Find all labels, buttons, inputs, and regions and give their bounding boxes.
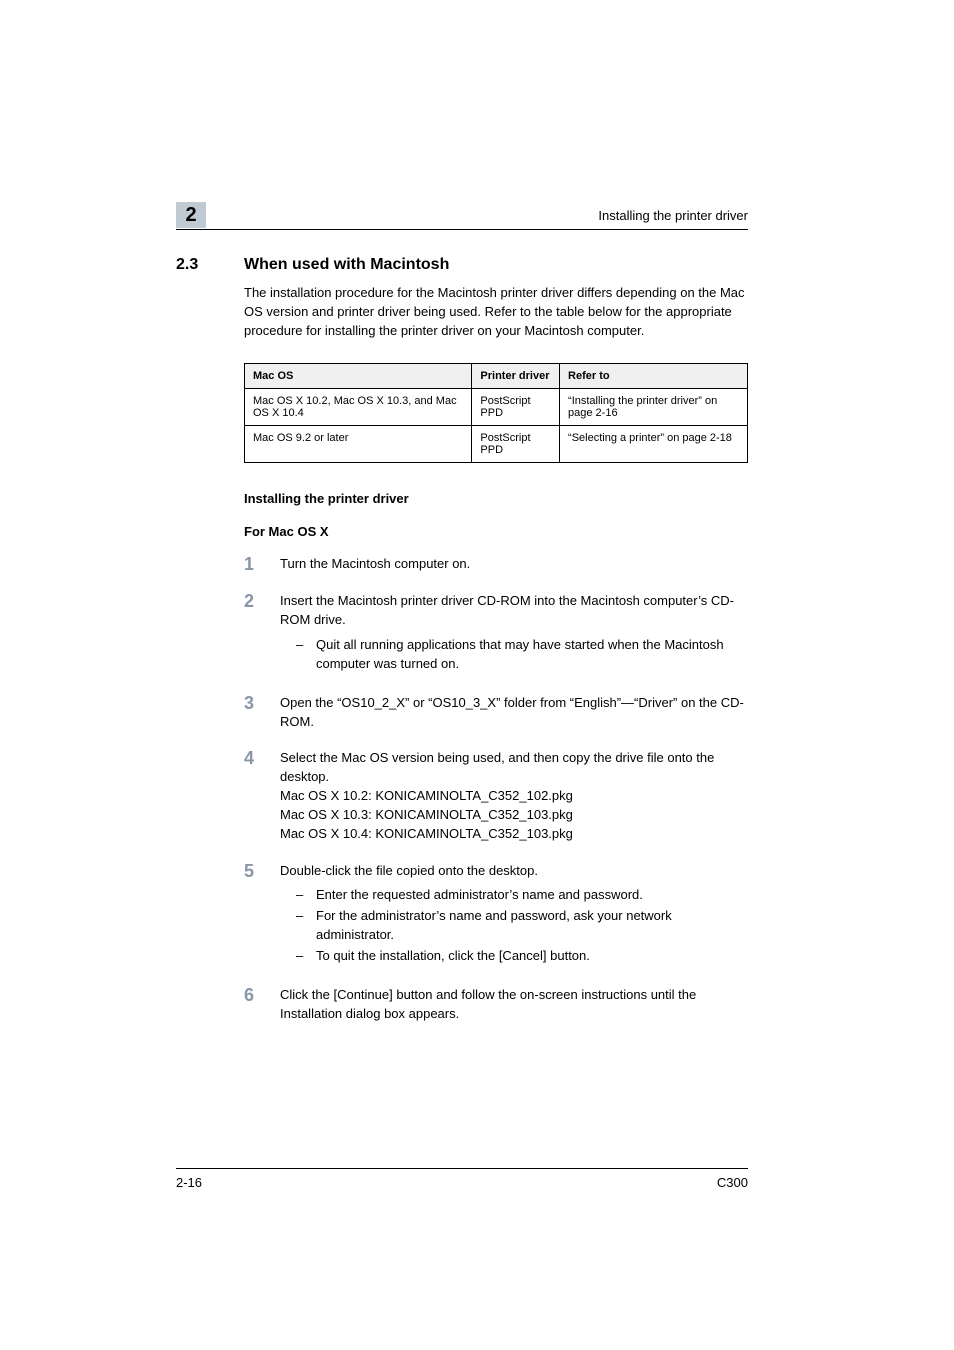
step-sub-item: –To quit the installation, click the [Ca… [296,947,748,966]
table-cell: “Selecting a printer” on page 2-18 [560,425,748,462]
step-sub-text: Quit all running applications that may h… [316,636,748,674]
footer-model: C300 [717,1175,748,1190]
step-text-line: Click the [Continue] button and follow t… [280,986,748,1024]
driver-table: Mac OSPrinter driverRefer to Mac OS X 10… [244,363,748,463]
step-sublist: –Quit all running applications that may … [280,636,748,674]
step: 4 Select the Mac OS version being used, a… [244,749,748,843]
step-text-line: Open the “OS10_2_X” or “OS10_3_X” folder… [280,694,748,732]
table-row: Mac OS 9.2 or laterPostScript PPD“Select… [245,425,748,462]
step-text-line: Mac OS X 10.2: KONICAMINOLTA_C352_102.pk… [280,787,748,806]
step-number: 3 [244,694,262,732]
table-header: Refer to [560,363,748,388]
step: 3 Open the “OS10_2_X” or “OS10_3_X” folde… [244,694,748,732]
dash-icon: – [296,947,306,966]
dash-icon: – [296,636,306,674]
step-body: Open the “OS10_2_X” or “OS10_3_X” folder… [280,694,748,732]
step-number: 1 [244,555,262,575]
step-number: 6 [244,986,262,1024]
step: 6 Click the [Continue] button and follow … [244,986,748,1024]
header-rule: 2 Installing the printer driver [176,210,748,230]
step-body: Click the [Continue] button and follow t… [280,986,748,1024]
step-number: 2 [244,592,262,675]
section-heading: 2.3 When used with Macintosh [176,256,748,274]
step-body: Turn the Macintosh computer on. [280,555,748,575]
section-intro: The installation procedure for the Macin… [244,284,748,341]
section-number: 2.3 [176,256,224,274]
step: 2 Insert the Macintosh printer driver CD-… [244,592,748,675]
step-sub-text: To quit the installation, click the [Can… [316,947,590,966]
step-sublist: –Enter the requested administrator’s nam… [280,886,748,965]
step-sub-text: Enter the requested administrator’s name… [316,886,643,905]
subheading-macosx: For Mac OS X [244,524,748,539]
step-body: Double-click the file copied onto the de… [280,862,748,968]
step-text-line: Mac OS X 10.4: KONICAMINOLTA_C352_103.pk… [280,825,748,844]
step-number: 4 [244,749,262,843]
step-sub-item: –Enter the requested administrator’s nam… [296,886,748,905]
table-cell: Mac OS X 10.2, Mac OS X 10.3, and Mac OS… [245,388,472,425]
step-number: 5 [244,862,262,968]
chapter-badge: 2 [176,202,206,228]
step-text-line: Insert the Macintosh printer driver CD-R… [280,592,748,630]
step: 5 Double-click the file copied onto the d… [244,862,748,968]
table-cell: PostScript PPD [472,425,560,462]
dash-icon: – [296,886,306,905]
dash-icon: – [296,907,306,945]
running-title: Installing the printer driver [598,208,748,223]
step-body: Insert the Macintosh printer driver CD-R… [280,592,748,675]
table-cell: “Installing the printer driver” on page … [560,388,748,425]
step-text-line: Turn the Macintosh computer on. [280,555,748,574]
step-sub-item: –Quit all running applications that may … [296,636,748,674]
subheading-install: Installing the printer driver [244,491,748,506]
step-text-line: Select the Mac OS version being used, an… [280,749,748,787]
page-footer: 2-16 C300 [176,1168,748,1190]
step-sub-item: –For the administrator’s name and passwo… [296,907,748,945]
step-text-line: Double-click the file copied onto the de… [280,862,748,881]
table-cell: Mac OS 9.2 or later [245,425,472,462]
step-body: Select the Mac OS version being used, an… [280,749,748,843]
table-header: Mac OS [245,363,472,388]
table-cell: PostScript PPD [472,388,560,425]
footer-page-number: 2-16 [176,1175,202,1190]
step-sub-text: For the administrator’s name and passwor… [316,907,748,945]
table-row: Mac OS X 10.2, Mac OS X 10.3, and Mac OS… [245,388,748,425]
table-header: Printer driver [472,363,560,388]
section-title: When used with Macintosh [244,256,449,274]
step-text-line: Mac OS X 10.3: KONICAMINOLTA_C352_103.pk… [280,806,748,825]
step: 1 Turn the Macintosh computer on. [244,555,748,575]
